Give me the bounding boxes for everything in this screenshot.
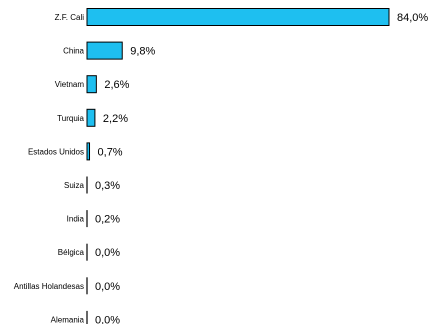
category-label-belgica: Bélgica	[58, 248, 85, 257]
bar-china	[86, 41, 123, 60]
category-label-suiza: Suiza	[64, 181, 85, 190]
value-label-estados-unidos: 0,7%	[98, 146, 123, 158]
bars	[86, 8, 390, 324]
bar-z-f-cali	[86, 8, 390, 26]
category-label-china: China	[63, 47, 84, 56]
value-label-china: 9,8%	[130, 46, 155, 58]
value-label-antillas-holandesas: 0,0%	[95, 281, 120, 293]
value-labels: 84,0% 9,8% 2,6% 2,2% 0,7% 0,3% 0,2% 0,0% 0,0% 0,0…	[95, 12, 428, 324]
category-label-estados-unidos: Estados Unidos	[28, 147, 84, 156]
value-label-india: 0,2%	[95, 214, 120, 226]
bar-estados-unidos	[86, 142, 91, 161]
category-label-z-f-cali: Z.F. Cali	[55, 13, 85, 22]
value-label-vietnam: 2,6%	[104, 79, 129, 91]
category-label-vietnam: Vietnam	[55, 80, 85, 89]
value-label-z-f-cali: 84,0%	[397, 12, 428, 24]
value-label-suiza: 0,3%	[95, 180, 120, 192]
category-label-turquia: Turquia	[57, 114, 84, 123]
bar-vietnam	[86, 75, 97, 94]
category-label-india: India	[67, 215, 85, 224]
category-label-antillas-holandesas: Antillas Holandesas	[14, 282, 84, 291]
value-label-alemania: 0,0%	[95, 314, 120, 324]
value-label-turquia: 2,2%	[103, 113, 128, 125]
category-label-alemania: Alemania	[51, 315, 85, 324]
bar-turquia	[86, 108, 96, 127]
value-label-belgica: 0,0%	[95, 247, 120, 259]
category-labels: Z.F. Cali China Vietnam Turquia Estados Unid…	[14, 13, 85, 324]
